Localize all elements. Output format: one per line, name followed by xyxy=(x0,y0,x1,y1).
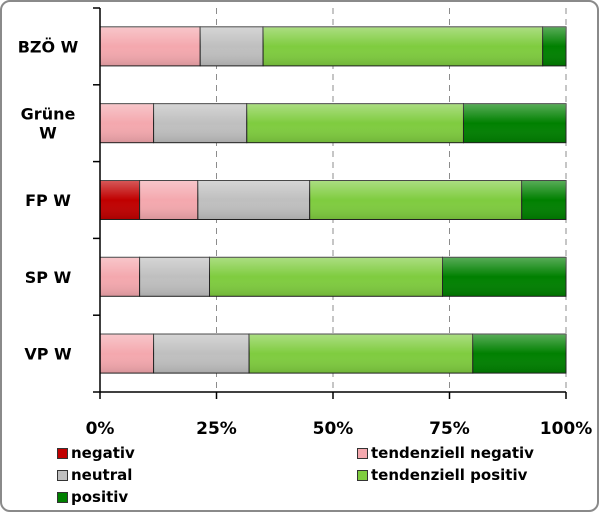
bar-shading xyxy=(542,26,566,66)
category-label: W xyxy=(39,124,57,143)
category-label: FP W xyxy=(25,191,71,210)
bar-shading xyxy=(442,257,566,297)
bar-shading xyxy=(153,334,250,374)
bar-shading xyxy=(249,334,473,374)
category-label: VP W xyxy=(24,345,72,364)
bar-shading xyxy=(100,26,201,66)
bar-shading xyxy=(100,257,140,297)
bar-shading xyxy=(100,103,154,143)
category-label: Grüne xyxy=(21,105,76,124)
bars xyxy=(99,26,567,374)
legend-swatch xyxy=(57,491,68,503)
bar-shading xyxy=(521,180,566,220)
axes xyxy=(93,7,567,399)
x-tick-label: 100% xyxy=(540,419,593,439)
legend-label: neutral xyxy=(71,466,133,484)
x-tick-label: 25% xyxy=(196,419,237,439)
bar-shading xyxy=(263,26,543,66)
x-tick-labels: 0% 25% 50% 75% 100% xyxy=(86,419,593,439)
legend-item: negativ xyxy=(57,443,135,463)
bar-shading xyxy=(472,334,566,374)
legend-swatch xyxy=(357,469,368,481)
bar-shading xyxy=(463,103,566,143)
legend-label: negativ xyxy=(71,444,135,462)
bar-shading xyxy=(200,26,264,66)
x-tick-label: 75% xyxy=(429,419,470,439)
legend-label: positiv xyxy=(71,488,129,506)
legend-label: tendenziell negativ xyxy=(371,444,534,462)
legend-swatch xyxy=(57,447,68,459)
bar-shading xyxy=(153,103,247,143)
legend-swatch xyxy=(357,447,368,459)
legend-item: neutral xyxy=(57,465,132,485)
bar-shading xyxy=(209,257,443,297)
legend-item: tendenziell negativ xyxy=(357,443,534,463)
category-label: BZÖ W xyxy=(18,37,79,56)
legend-item: tendenziell positiv xyxy=(357,465,527,485)
bar-shading xyxy=(100,334,154,374)
bar-shading xyxy=(139,180,198,220)
bar-shading xyxy=(100,180,140,220)
x-tick-label: 0% xyxy=(86,419,115,439)
bar-shading xyxy=(197,180,310,220)
bar-shading xyxy=(139,257,210,297)
bar-shading xyxy=(246,103,464,143)
legend-item: positiv xyxy=(57,487,128,507)
bar-shading xyxy=(309,180,522,220)
x-tick-label: 50% xyxy=(313,419,354,439)
legend-swatch xyxy=(57,469,68,481)
category-label: SP W xyxy=(25,268,72,287)
legend-label: tendenziell positiv xyxy=(371,466,528,484)
